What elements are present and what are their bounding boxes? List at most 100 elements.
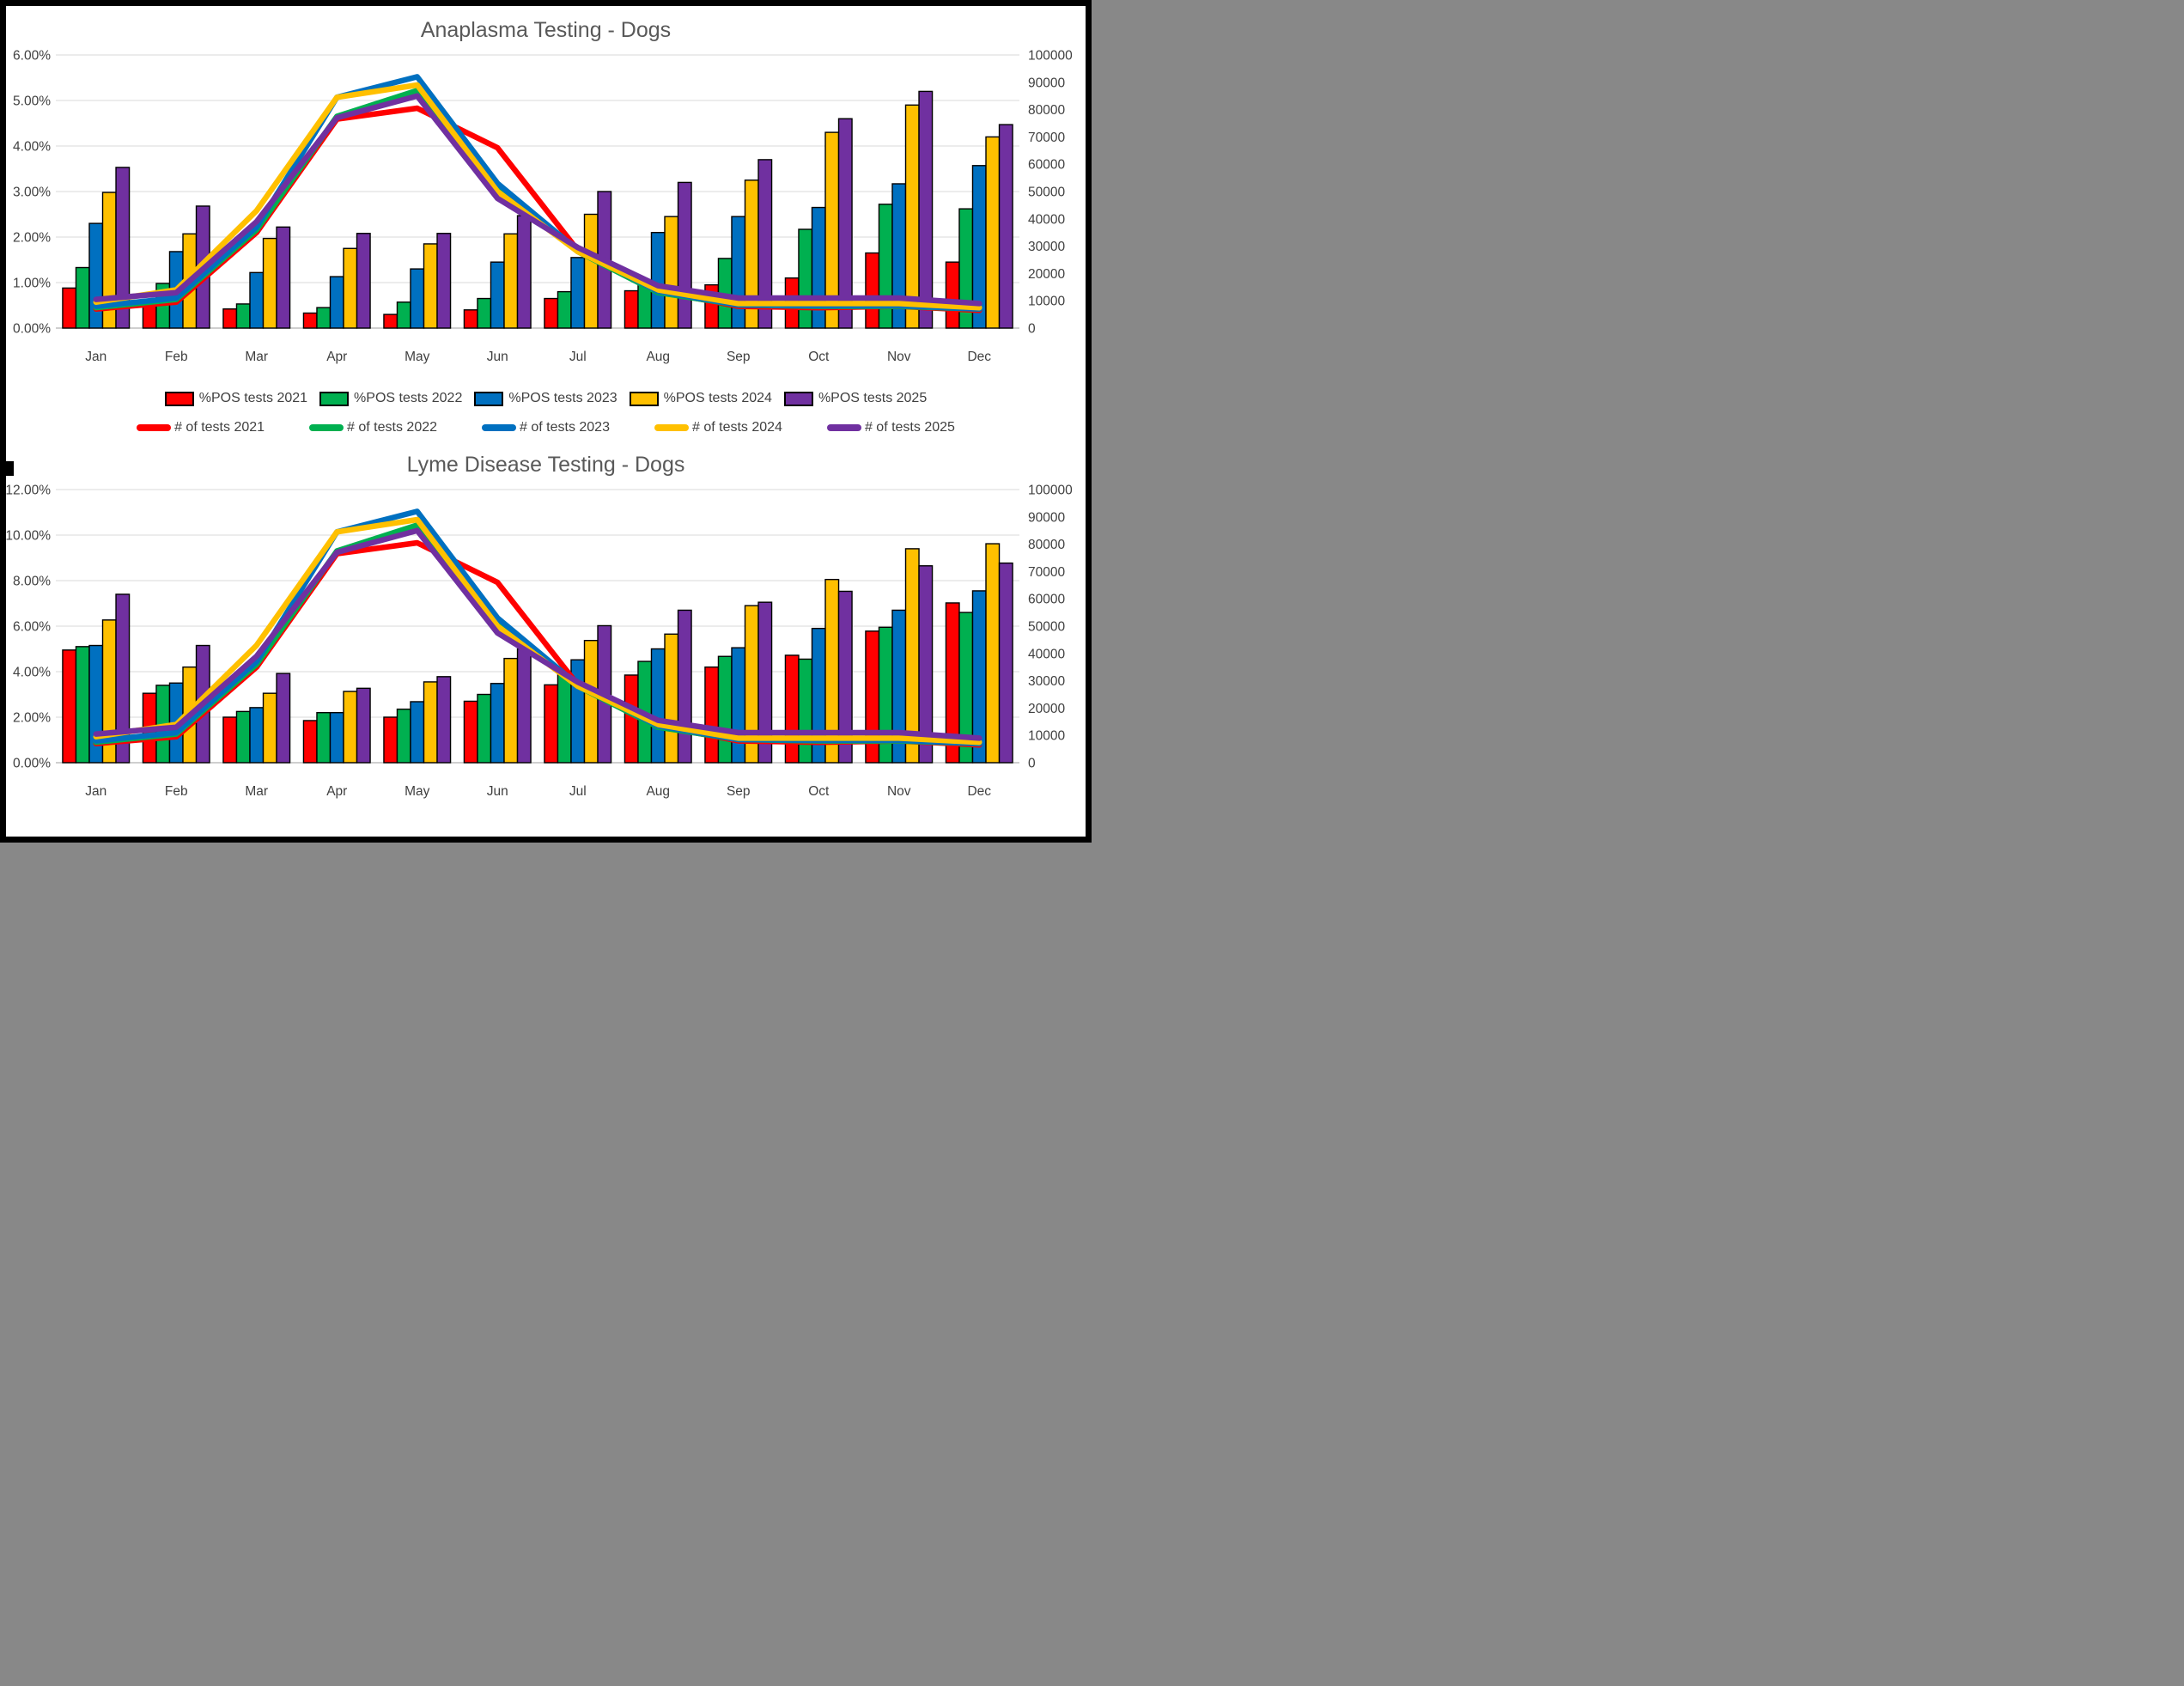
right-axis-tick: 90000: [1028, 76, 1065, 90]
right-axis-tick: 100000: [1028, 484, 1073, 498]
bar--pos-tests-2023-aug: [650, 231, 666, 329]
line-swatch-icon: [482, 424, 517, 431]
left-axis-tick: 4.00%: [13, 140, 51, 155]
bar--pos-tests-2024-aug: [664, 216, 679, 329]
legend-item--of-tests-2022: # of tests 2022: [309, 420, 437, 435]
bar--pos-tests-2022-jun: [477, 297, 492, 329]
right-axis-tick: 90000: [1028, 510, 1065, 525]
right-axis-tick: 80000: [1028, 103, 1065, 118]
bar--pos-tests-2022-jun: [477, 693, 492, 764]
bar--pos-tests-2022-may: [396, 709, 411, 764]
bar--pos-tests-2022-mar: [235, 710, 251, 764]
legend-item--pos-tests-2022: %POS tests 2022: [319, 391, 462, 406]
left-axis-tick: 8.00%: [13, 575, 51, 589]
right-axis-tick: 70000: [1028, 131, 1065, 145]
month-label-nov: Nov: [887, 350, 911, 364]
bar--pos-tests-2021-jul: [544, 297, 559, 329]
bar-swatch-icon: [629, 391, 659, 406]
lyme-plot-area: 12.00% 10.00% 8.00% 6.00% 4.00% 2.00% 0.00% 100…: [6, 484, 1073, 800]
legend-label: %POS tests 2021: [198, 391, 308, 405]
month-label-may: May: [405, 784, 430, 799]
bar--pos-tests-2023-may: [410, 701, 425, 764]
right-axis-tick: 70000: [1028, 565, 1065, 580]
bar--pos-tests-2023-mar: [249, 707, 265, 764]
bar--pos-tests-2025-may: [436, 233, 452, 329]
bar--pos-tests-2025-sep: [757, 601, 773, 764]
bar--pos-tests-2022-jan: [75, 646, 90, 764]
right-axis-tick: 80000: [1028, 538, 1065, 552]
right-axis-tick: 30000: [1028, 240, 1065, 254]
bar--pos-tests-2022-jan: [75, 266, 90, 329]
legend-row-line-series: # of tests 2021 # of tests 2022 # of tests…: [6, 420, 1086, 435]
bar--pos-tests-2023-apr: [329, 276, 344, 329]
bar--pos-tests-2025-nov: [918, 90, 934, 329]
bar--pos-tests-2022-oct: [798, 658, 813, 764]
right-axis-tick: 50000: [1028, 186, 1065, 200]
month-label-feb: Feb: [165, 350, 188, 364]
anaplasma-chart-block: Anaplasma Testing - Dogs 6.00% 5.00% 4.00%…: [6, 18, 1086, 435]
legend-row-bar-series: %POS tests 2021 %POS tests 2022 %POS tests…: [6, 391, 1086, 406]
month-label-dec: Dec: [967, 350, 991, 364]
bar--pos-tests-2022-mar: [235, 303, 251, 329]
bar--pos-tests-2024-jun: [503, 657, 519, 764]
line-swatch-icon: [137, 424, 172, 431]
screenshot-frame: Anaplasma Testing - Dogs 6.00% 5.00% 4.00%…: [0, 0, 1092, 843]
bar--pos-tests-2021-apr: [302, 720, 318, 764]
bar--pos-tests-2021-jan: [62, 287, 77, 329]
left-axis-tick: 0.00%: [13, 757, 51, 771]
legend-label: %POS tests 2024: [663, 391, 772, 405]
lyme-chart-title: Lyme Disease Testing - Dogs: [406, 453, 685, 477]
month-label-oct: Oct: [808, 784, 830, 799]
left-axis-tick: 0.00%: [13, 322, 51, 337]
anaplasma-plot-area: 6.00% 5.00% 4.00% 3.00% 2.00% 1.00% 0.00% 10000…: [13, 49, 1073, 365]
bar--pos-tests-2023-aug: [650, 648, 666, 764]
month-label-oct: Oct: [808, 350, 830, 364]
bar--pos-tests-2021-nov: [865, 252, 880, 329]
bar--pos-tests-2022-apr: [316, 307, 332, 329]
bar--pos-tests-2022-jul: [557, 290, 572, 329]
month-label-nov: Nov: [887, 784, 911, 799]
right-axis-tick: 10000: [1028, 729, 1065, 744]
month-label-jul: Jul: [569, 784, 587, 799]
legend-label: %POS tests 2023: [508, 391, 617, 405]
month-label-jun: Jun: [487, 784, 508, 799]
left-axis-tick: 3.00%: [13, 186, 51, 200]
right-axis-tick: 0: [1028, 757, 1036, 771]
legend-item--of-tests-2023: # of tests 2023: [482, 420, 610, 435]
bar--pos-tests-2022-oct: [798, 228, 813, 329]
month-label-feb: Feb: [165, 784, 188, 799]
bar--pos-tests-2022-jul: [557, 673, 572, 764]
month-label-dec: Dec: [967, 784, 991, 799]
legend-label: # of tests 2021: [174, 420, 265, 435]
left-axis-tick: 1.00%: [13, 277, 51, 291]
bar--pos-tests-2022-nov: [878, 204, 893, 329]
bar--pos-tests-2025-jan: [115, 593, 131, 764]
bar--pos-tests-2024-jul: [583, 213, 599, 329]
bar--pos-tests-2024-dec: [985, 543, 1001, 764]
bar--pos-tests-2021-jun: [463, 309, 478, 329]
bar--pos-tests-2024-may: [423, 681, 438, 764]
bar-swatch-icon: [474, 391, 504, 406]
month-label-jul: Jul: [569, 350, 587, 364]
bar--pos-tests-2024-mar: [262, 692, 277, 764]
bar--pos-tests-2025-oct: [837, 118, 853, 329]
line-swatch-icon: [654, 424, 689, 431]
bar--pos-tests-2025-dec: [998, 562, 1013, 764]
bar--pos-tests-2025-dec: [998, 124, 1013, 329]
line--of-tests-2025: [93, 527, 982, 741]
bar--pos-tests-2021-sep: [704, 666, 720, 764]
left-axis-tick: 4.00%: [13, 666, 51, 680]
bar--pos-tests-2021-jan: [62, 649, 77, 764]
bar--pos-tests-2021-may: [383, 716, 398, 764]
bar--pos-tests-2025-aug: [677, 609, 692, 764]
bar--pos-tests-2022-sep: [717, 655, 733, 764]
month-label-mar: Mar: [245, 350, 268, 364]
legend-label: # of tests 2023: [520, 420, 610, 435]
bar--pos-tests-2024-jun: [503, 233, 519, 329]
right-axis-tick: 40000: [1028, 212, 1065, 227]
chart-legend: %POS tests 2021 %POS tests 2022 %POS tests…: [6, 391, 1086, 435]
bar--pos-tests-2024-nov: [904, 104, 920, 329]
month-label-sep: Sep: [727, 350, 751, 364]
right-axis-tick: 60000: [1028, 158, 1065, 173]
right-axis-tick: 100000: [1028, 49, 1073, 64]
